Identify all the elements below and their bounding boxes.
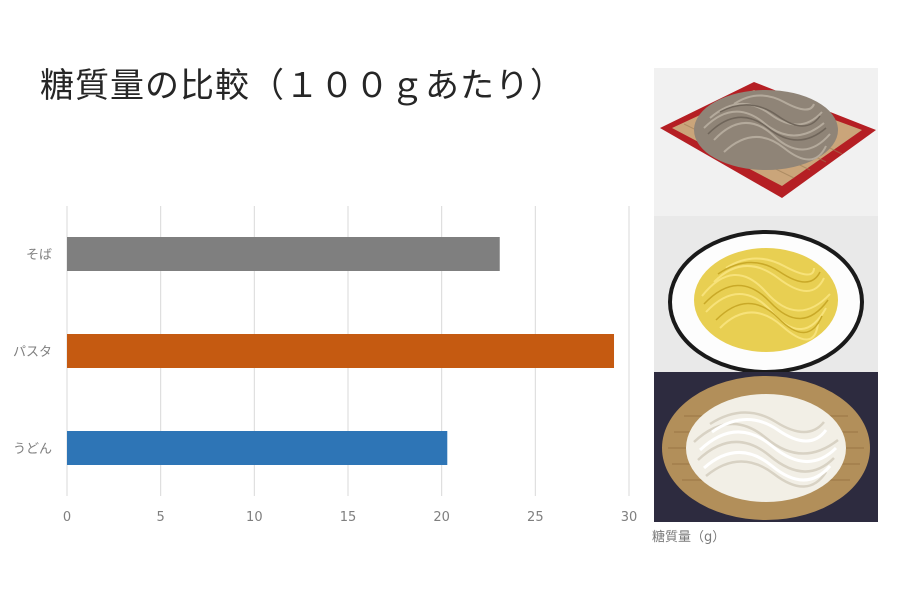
x-tick-label: 0 [63, 510, 71, 525]
category-label: うどん [13, 442, 52, 457]
x-tick-label: 5 [157, 510, 165, 525]
pasta-photo [654, 216, 878, 372]
udon-photo [654, 372, 878, 522]
x-tick-label: 25 [527, 510, 544, 525]
x-tick-label: 20 [433, 510, 450, 525]
x-tick-label: 30 [621, 510, 638, 525]
x-tick-label: 15 [340, 510, 357, 525]
soba-photo [654, 68, 878, 216]
x-tick-label: 10 [246, 510, 263, 525]
bar [67, 237, 500, 271]
chart-title: 糖質量の比較（１００ｇあたり） [40, 66, 565, 106]
category-label: パスタ [13, 345, 52, 360]
bar [67, 334, 615, 368]
x-axis-title: 糖質量（g） [652, 530, 726, 545]
bar [67, 431, 448, 465]
category-label: そば [26, 248, 52, 263]
